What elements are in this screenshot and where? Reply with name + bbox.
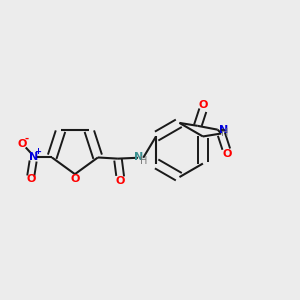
Text: N: N (134, 152, 144, 163)
Text: H: H (140, 156, 148, 166)
Text: N: N (219, 125, 228, 135)
Text: O: O (17, 139, 27, 149)
Text: -: - (25, 134, 29, 144)
Text: H: H (221, 128, 228, 138)
Text: O: O (116, 176, 125, 186)
Text: O: O (222, 149, 231, 159)
Text: O: O (26, 174, 35, 184)
Text: N: N (29, 152, 38, 163)
Text: +: + (34, 147, 41, 156)
Text: O: O (70, 174, 80, 184)
Text: O: O (199, 100, 208, 110)
